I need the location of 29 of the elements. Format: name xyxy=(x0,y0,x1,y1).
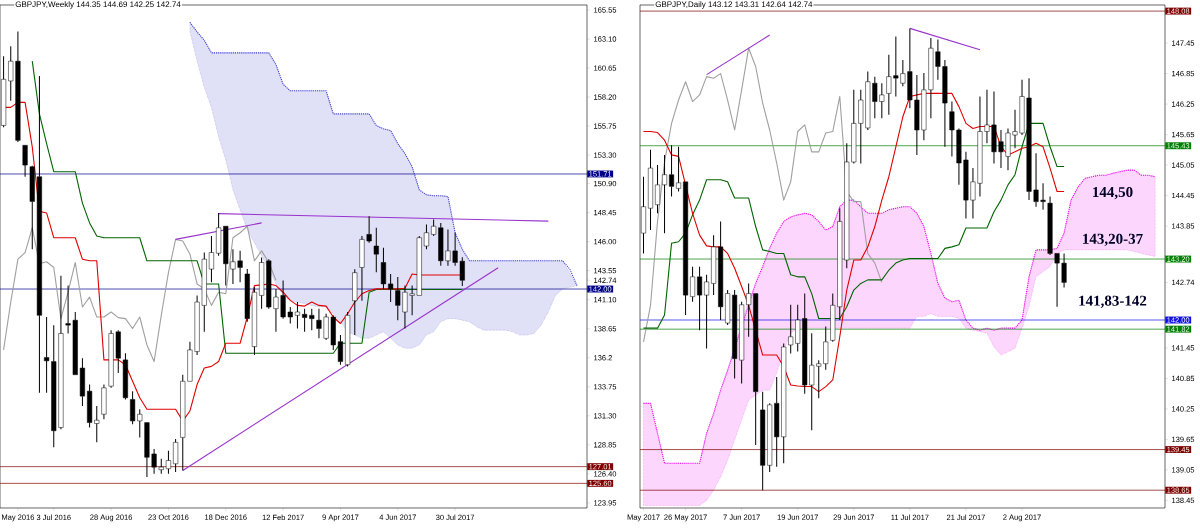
candlestick xyxy=(352,268,358,336)
candlestick xyxy=(704,274,710,349)
candlestick xyxy=(294,301,300,329)
candlestick xyxy=(380,247,386,290)
candlestick xyxy=(22,145,28,178)
line-series xyxy=(3,225,277,363)
candlestick xyxy=(122,352,128,400)
candlestick xyxy=(101,384,107,420)
candlestick xyxy=(423,224,429,250)
candlestick xyxy=(655,164,661,214)
candlestick xyxy=(648,149,654,231)
annotation: 144,50 xyxy=(1093,186,1133,200)
candlestick xyxy=(683,181,689,316)
candlestick xyxy=(697,266,703,331)
chart-title: GBPJPY,Weekly 144.35 144.69 142.25 142.74 xyxy=(15,1,181,9)
candlestick xyxy=(662,154,668,234)
candlestick xyxy=(173,438,179,473)
candlestick xyxy=(690,266,696,303)
annotation: 141,83-142 xyxy=(1079,295,1147,308)
candlestick xyxy=(337,334,343,366)
candlestick xyxy=(373,227,379,273)
candlestick xyxy=(676,146,682,192)
candlestick xyxy=(388,273,394,303)
chart-title: GBPJPY,Daily 143.12 143.31 142.64 142.74 xyxy=(655,1,813,9)
line-series xyxy=(642,47,883,343)
candlestick xyxy=(44,316,50,394)
candlestick xyxy=(711,234,717,296)
annotation: 143,20-37 xyxy=(1083,233,1143,247)
candlestick xyxy=(669,144,675,198)
